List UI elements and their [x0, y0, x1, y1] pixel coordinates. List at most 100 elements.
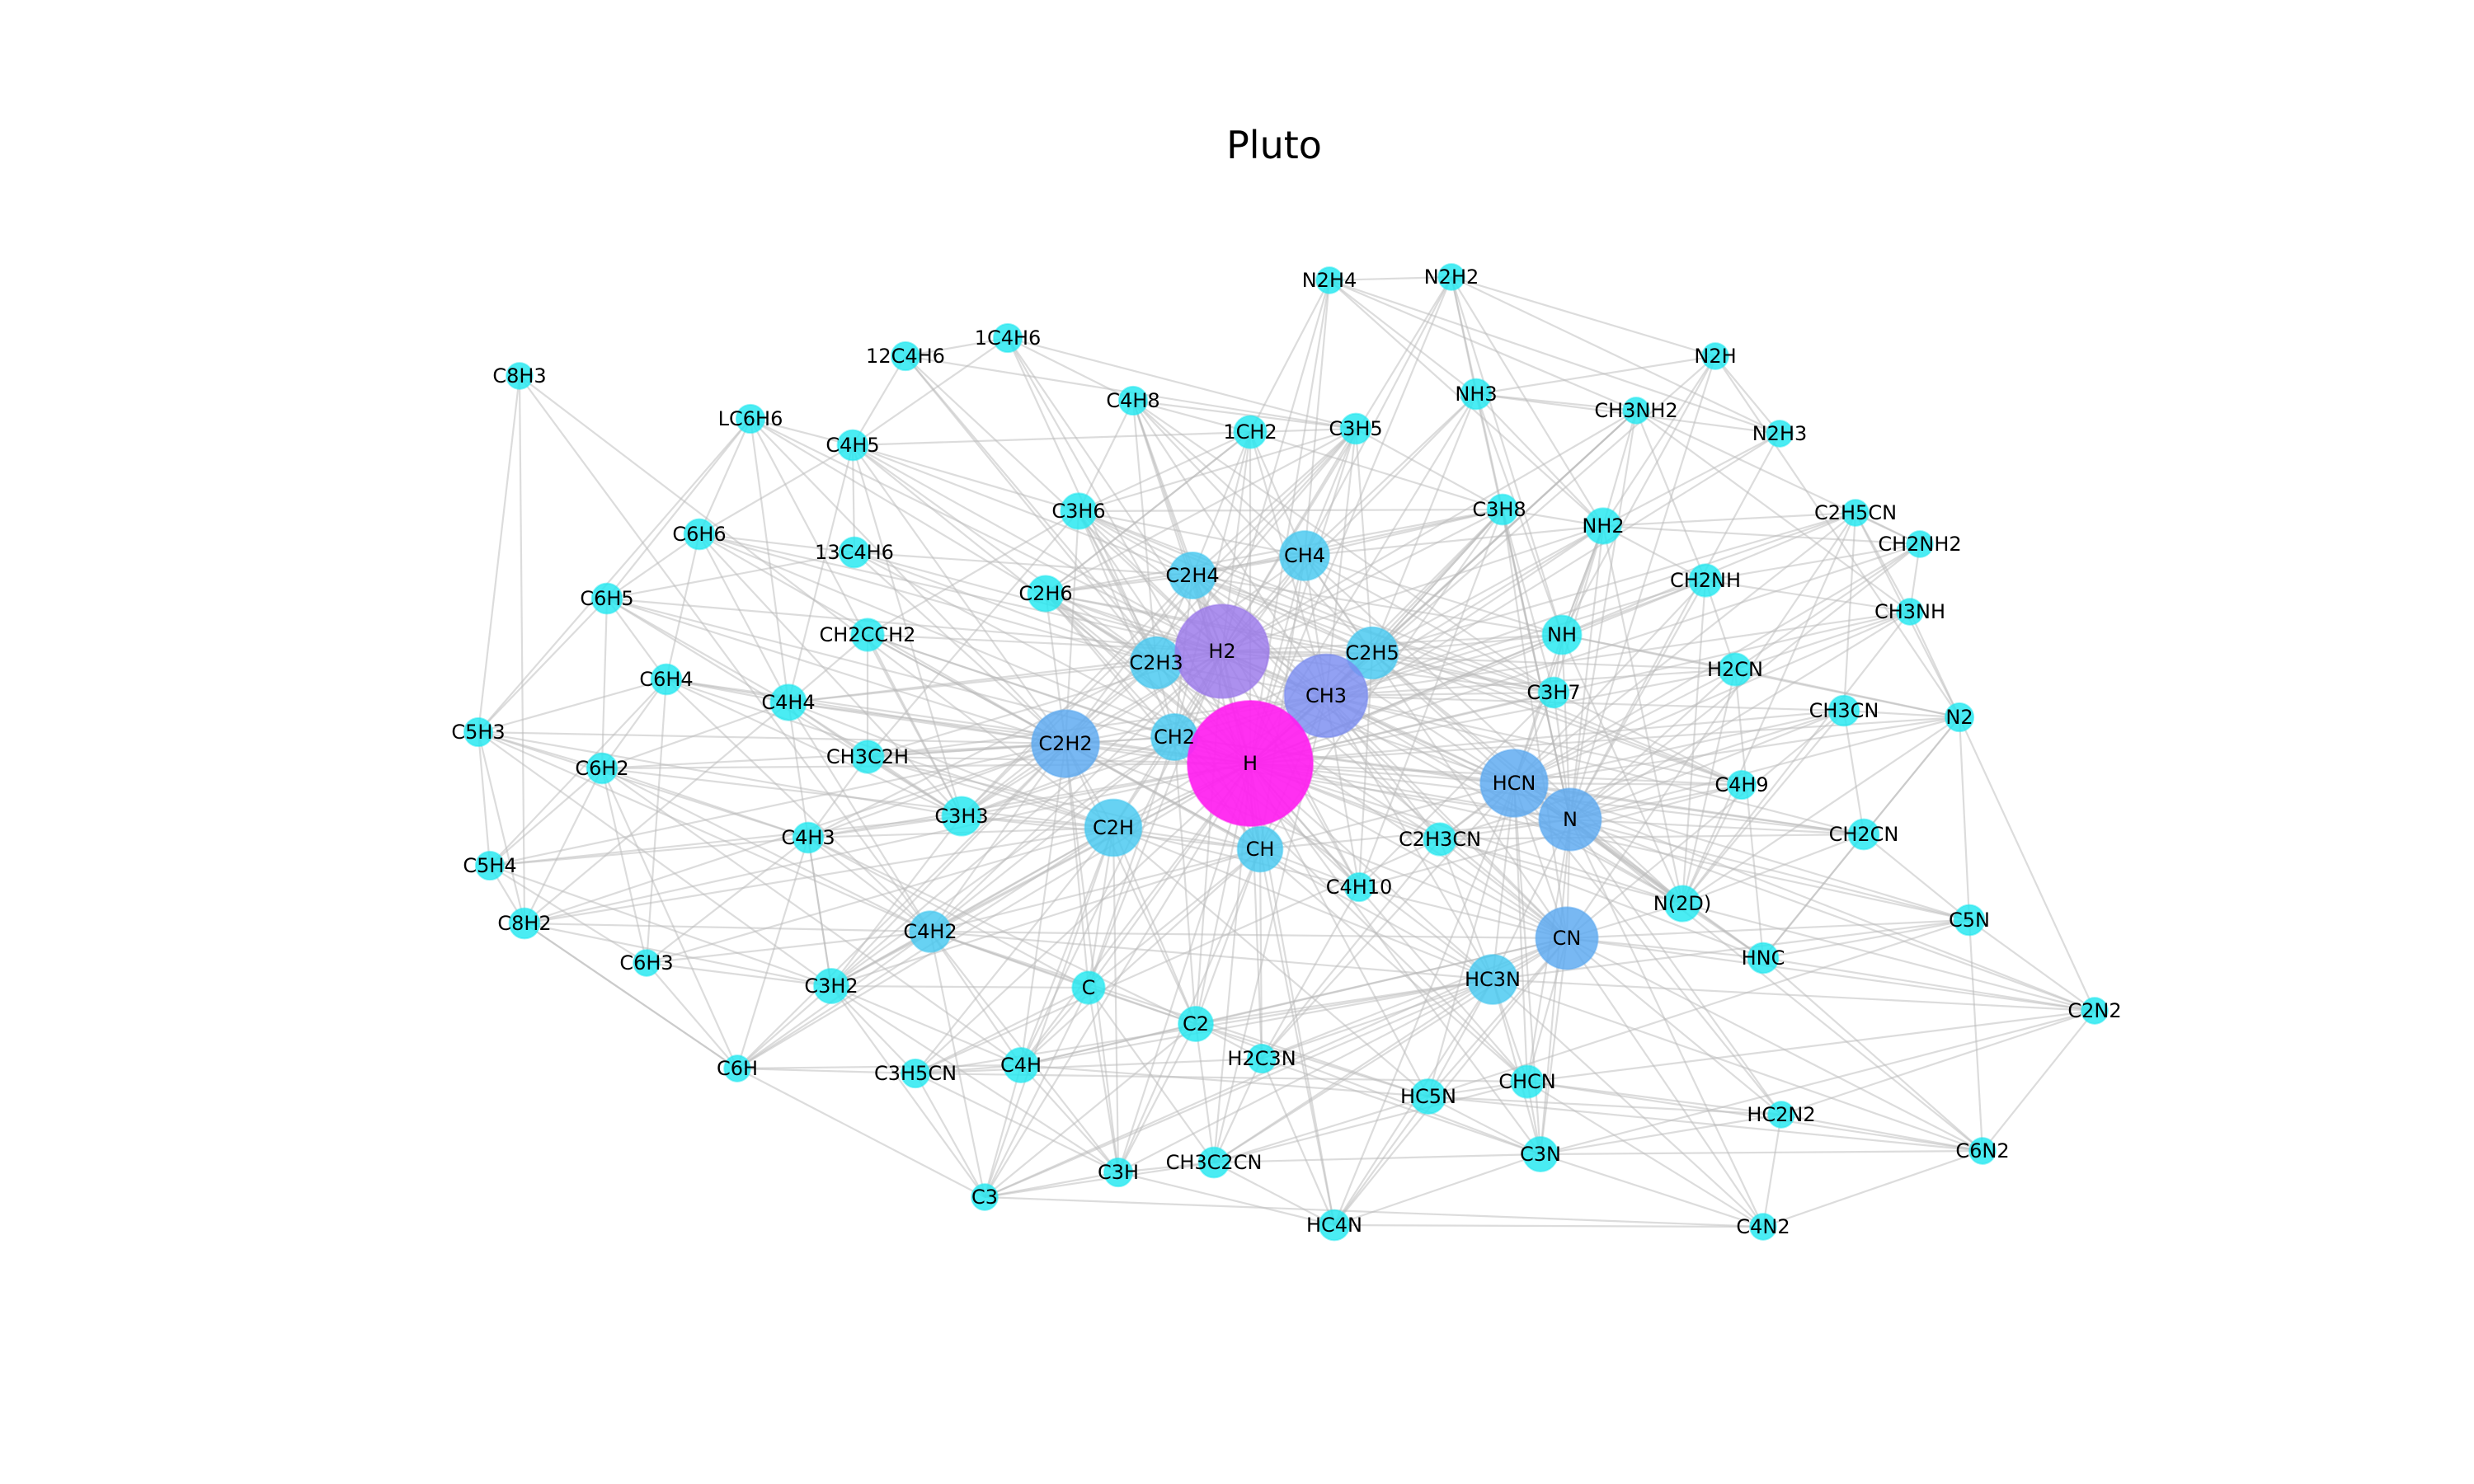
- node-C6H6[interactable]: [683, 518, 716, 551]
- node-CH3NH[interactable]: [1896, 598, 1924, 626]
- node-C2H5[interactable]: [1345, 626, 1399, 680]
- edge-N(2D)-C4H9: [1681, 784, 1743, 904]
- node-label-CH2: CH2: [1154, 726, 1195, 749]
- node-LC6H6[interactable]: [735, 403, 766, 434]
- node-H[interactable]: [1187, 700, 1314, 827]
- node-C[interactable]: [1071, 970, 1106, 1005]
- node-C3H7[interactable]: [1537, 676, 1570, 709]
- node-C3H5[interactable]: [1339, 412, 1372, 445]
- node-C3H8[interactable]: [1486, 493, 1519, 526]
- node-C4H9[interactable]: [1726, 769, 1757, 801]
- node-label-C2H4: C2H4: [1165, 564, 1219, 587]
- node-CH3C2CN[interactable]: [1197, 1146, 1230, 1179]
- edge-CH3CN-C2H5CN: [1842, 512, 1857, 711]
- node-label-N: N: [1563, 808, 1578, 831]
- node-C2H2[interactable]: [1031, 709, 1100, 778]
- node-CN[interactable]: [1535, 906, 1599, 970]
- node-CH[interactable]: [1236, 825, 1284, 873]
- node-N2H3[interactable]: [1766, 420, 1794, 448]
- node-H2CN[interactable]: [1718, 652, 1752, 687]
- node-label-HNC: HNC: [1742, 946, 1785, 970]
- node-label-CH3CN: CH3CN: [1809, 699, 1879, 722]
- node-C3H5CN[interactable]: [900, 1058, 931, 1089]
- node-N2[interactable]: [1944, 702, 1975, 733]
- node-label-12C4H6: 12C4H6: [866, 345, 945, 368]
- node-NH3[interactable]: [1460, 378, 1493, 411]
- edge-C3H2-C4H: [830, 984, 1022, 1067]
- node-C4N2[interactable]: [1749, 1213, 1777, 1241]
- node-N2H[interactable]: [1701, 342, 1729, 370]
- node-12C4H6[interactable]: [890, 340, 921, 372]
- node-C4H5[interactable]: [836, 429, 869, 462]
- node-H2[interactable]: [1174, 603, 1270, 699]
- edge-C6H2-C5H4: [489, 768, 603, 866]
- node-C3[interactable]: [971, 1183, 999, 1211]
- node-C3H3[interactable]: [941, 796, 982, 837]
- node-CH2NH[interactable]: [1688, 563, 1723, 598]
- node-CHCN[interactable]: [1510, 1064, 1545, 1099]
- node-C3N[interactable]: [1522, 1136, 1559, 1172]
- node-CH4[interactable]: [1279, 530, 1330, 581]
- node-C2H3CN[interactable]: [1423, 822, 1457, 857]
- node-C8H3[interactable]: [506, 362, 534, 390]
- node-1CH2[interactable]: [1233, 415, 1268, 449]
- edge-C4H5-LC6H6: [750, 417, 854, 447]
- node-C2H4[interactable]: [1169, 552, 1216, 599]
- node-CH3C2H[interactable]: [850, 740, 885, 774]
- node-C2H[interactable]: [1084, 798, 1143, 857]
- node-C4H3[interactable]: [792, 821, 825, 854]
- edge-CH4-N2H2: [1304, 276, 1452, 556]
- node-NH2[interactable]: [1584, 507, 1622, 545]
- node-N2H2[interactable]: [1437, 263, 1465, 291]
- node-HNC[interactable]: [1747, 942, 1780, 974]
- node-CH3[interactable]: [1283, 653, 1369, 739]
- edge-CH3C2CN-C3: [984, 1161, 1215, 1199]
- node-C4H[interactable]: [1003, 1047, 1039, 1083]
- node-C2N2[interactable]: [2081, 997, 2109, 1025]
- node-NH[interactable]: [1541, 614, 1583, 655]
- node-CH3CN[interactable]: [1827, 694, 1860, 727]
- node-CH2NH2[interactable]: [1906, 530, 1934, 558]
- node-N2H4[interactable]: [1315, 266, 1343, 294]
- node-CH3NH2[interactable]: [1622, 397, 1650, 425]
- node-C6H2[interactable]: [586, 752, 618, 785]
- node-label-N2H3: N2H3: [1752, 422, 1808, 445]
- node-C6H4[interactable]: [650, 663, 683, 696]
- node-HCN[interactable]: [1479, 749, 1549, 818]
- node-13C4H6[interactable]: [838, 536, 871, 569]
- node-C5H4[interactable]: [474, 850, 506, 881]
- node-C5N[interactable]: [1953, 904, 1986, 937]
- node-HC3N[interactable]: [1467, 954, 1518, 1005]
- node-HC4N[interactable]: [1318, 1209, 1351, 1242]
- node-C6H3[interactable]: [633, 949, 661, 977]
- edge-C6H2-C6H: [600, 768, 739, 1069]
- node-C4H8[interactable]: [1117, 385, 1149, 416]
- node-C3H6[interactable]: [1060, 492, 1098, 530]
- node-C8H2[interactable]: [508, 907, 541, 940]
- node-C6H[interactable]: [723, 1054, 751, 1082]
- node-HC2N2[interactable]: [1767, 1101, 1795, 1129]
- node-CH2CN[interactable]: [1847, 818, 1880, 851]
- node-label-C2H3CN: C2H3CN: [1399, 828, 1481, 851]
- node-N(2D)[interactable]: [1663, 885, 1701, 923]
- edge-C2-C: [1088, 986, 1197, 1026]
- node-HC5N[interactable]: [1410, 1078, 1446, 1115]
- node-C3H[interactable]: [1103, 1157, 1134, 1188]
- node-label-CH3C2CN: CH3C2CN: [1166, 1151, 1263, 1174]
- node-C6N2[interactable]: [1968, 1137, 1997, 1165]
- node-1C4H6[interactable]: [992, 322, 1023, 354]
- node-C2[interactable]: [1178, 1006, 1214, 1042]
- node-C2H5CN[interactable]: [1841, 499, 1870, 527]
- node-C4H4[interactable]: [769, 683, 807, 721]
- node-C3H2[interactable]: [813, 968, 849, 1004]
- node-C6H5[interactable]: [590, 582, 623, 615]
- edge-H2C3N-HC4N: [1260, 1058, 1336, 1226]
- node-C5H3[interactable]: [463, 716, 494, 748]
- edge-1CH2-C3H8: [1249, 430, 1503, 511]
- node-C2H6[interactable]: [1027, 575, 1065, 613]
- node-C4H10[interactable]: [1343, 871, 1375, 903]
- node-N[interactable]: [1538, 787, 1602, 852]
- node-H2C3N[interactable]: [1246, 1043, 1277, 1074]
- node-CH2CCH2[interactable]: [850, 618, 885, 652]
- node-C4H2[interactable]: [909, 910, 952, 953]
